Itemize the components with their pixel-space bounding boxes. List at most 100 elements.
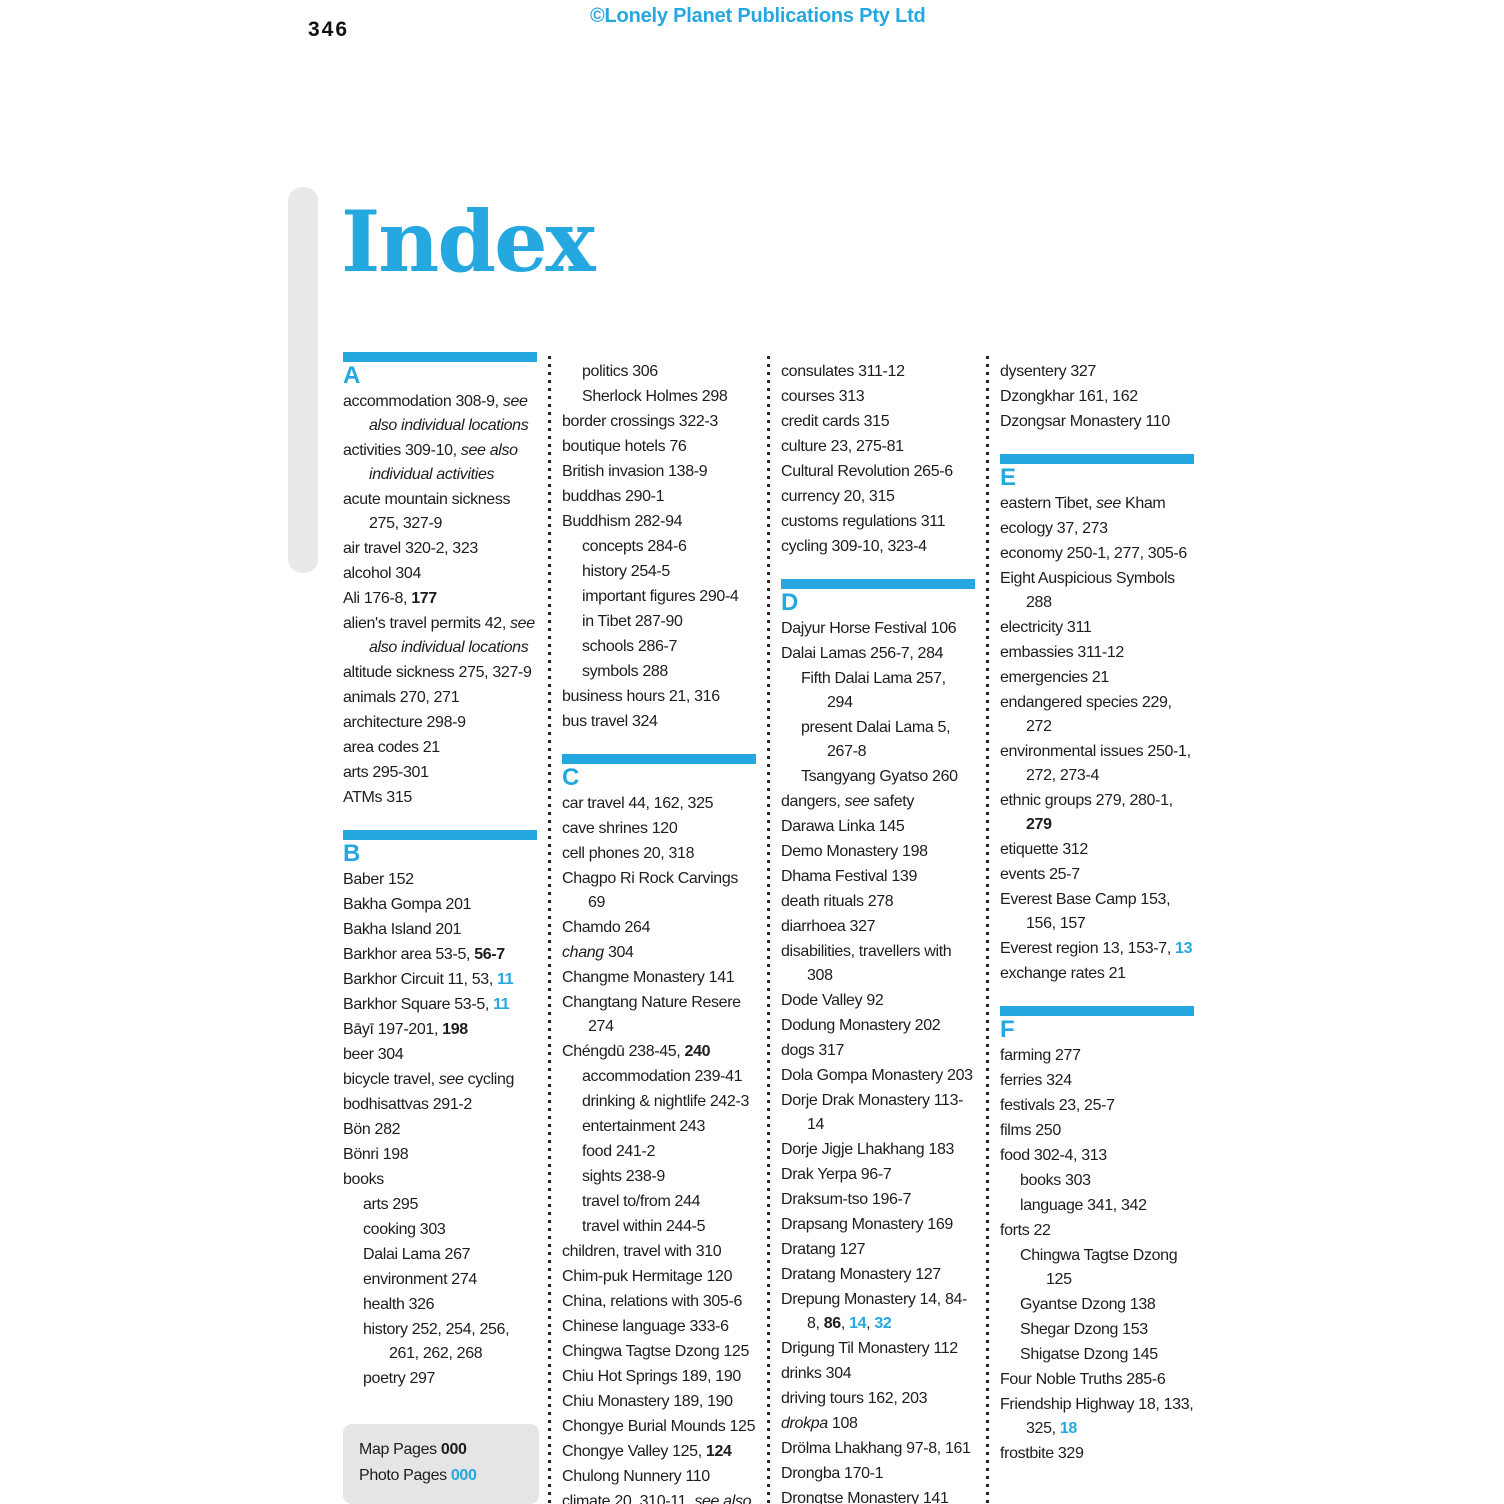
entry-text-segment: Dajyur Horse Festival 106: [781, 620, 957, 637]
page-number: 346: [308, 18, 350, 41]
entry-text-segment: Eight Auspicious Symbols 288: [1000, 570, 1175, 611]
entry-text-segment: Dratang Monastery 127: [781, 1266, 941, 1283]
index-subentry: important figures 290-4: [562, 585, 756, 609]
index-subentry: Sherlock Holmes 298: [562, 385, 756, 409]
index-entry: Changtang Nature Resere 274: [562, 991, 756, 1039]
entry-text-segment: food 302-4, 313: [1000, 1147, 1107, 1164]
entry-text-segment: entertainment 243: [582, 1118, 706, 1135]
index-column-2: politics 306 Sherlock Holmes 298 border cr…: [562, 352, 756, 1504]
entry-text-segment: Bāyī 197-201,: [343, 1021, 443, 1038]
entry-text-segment: Chingwa Tagtse Dzong 125: [562, 1343, 749, 1360]
index-subentry: history 252, 254, 256, 261, 262, 268: [343, 1318, 537, 1366]
entry-text-segment: etiquette 312: [1000, 841, 1088, 858]
index-entry: customs regulations 311: [781, 510, 975, 534]
entry-text-segment: Dalai Lama 267: [363, 1246, 471, 1263]
index-entry: Dratang Monastery 127: [781, 1263, 975, 1287]
entry-text-segment: Changme Monastery 141: [562, 969, 735, 986]
index-subentry: schools 286-7: [562, 635, 756, 659]
entry-text-segment: Tsangyang Gyatso 260: [801, 768, 958, 785]
column-divider: [986, 356, 989, 1504]
index-entry: children, travel with 310: [562, 1240, 756, 1264]
entry-text-segment: present Dalai Lama 5, 267-8: [801, 719, 951, 760]
entry-text-segment: Dode Valley 92: [781, 992, 884, 1009]
entry-text-segment: activities 309-10,: [343, 442, 461, 459]
entry-text-segment: Chéngdū 238-45,: [562, 1043, 685, 1060]
entry-text-segment: Everest region 13, 153-7,: [1000, 940, 1176, 957]
index-subentry: Shigatse Dzong 145: [1000, 1343, 1194, 1367]
entry-text-segment: dangers,: [781, 793, 845, 810]
chapter-thumb-tab: [288, 187, 318, 573]
index-entry: drinks 304: [781, 1362, 975, 1386]
index-entry: Dzongkhar 161, 162: [1000, 385, 1194, 409]
entry-text-segment: China, relations with 305-6: [562, 1293, 742, 1310]
index-entry: exchange rates 21: [1000, 962, 1194, 986]
index-subentry: sights 238-9: [562, 1165, 756, 1189]
index-entry: Eight Auspicious Symbols 288: [1000, 567, 1194, 615]
map-pages-row: Map Pages 000: [359, 1437, 539, 1463]
index-subentry: Gyantse Dzong 138: [1000, 1293, 1194, 1317]
index-entry: festivals 23, 25-7: [1000, 1094, 1194, 1118]
entry-text-segment: Dzongkhar 161, 162: [1000, 388, 1138, 405]
index-entry: driving tours 162, 203: [781, 1387, 975, 1411]
column-divider: [767, 356, 770, 1504]
index-entry: endangered species 229, 272: [1000, 691, 1194, 739]
index-subentry: politics 306: [562, 360, 756, 384]
index-entry: Chulong Nunnery 110: [562, 1465, 756, 1489]
index-subentry: symbols 288: [562, 660, 756, 684]
entry-text-segment: cycling: [463, 1071, 515, 1088]
entry-text-segment: concepts 284-6: [582, 538, 687, 555]
index-entry: Dratang 127: [781, 1238, 975, 1262]
entry-text-segment: Ali 176-8,: [343, 590, 412, 607]
index-entry: dogs 317: [781, 1039, 975, 1063]
index-entry: Bakha Gompa 201: [343, 893, 537, 917]
entry-text-segment: eastern Tibet,: [1000, 495, 1097, 512]
entry-text-segment: food 241-2: [582, 1143, 656, 1160]
index-entry: China, relations with 305-6: [562, 1290, 756, 1314]
entry-text-segment: books: [343, 1171, 384, 1188]
index-entry: Dode Valley 92: [781, 989, 975, 1013]
index-entry: death rituals 278: [781, 890, 975, 914]
index-entry: frostbite 329: [1000, 1442, 1194, 1466]
entry-text-segment: Dola Gompa Monastery 203: [781, 1067, 973, 1084]
entry-text-segment: currency 20, 315: [781, 488, 895, 505]
entry-text-segment: British invasion 138-9: [562, 463, 708, 480]
entry-text-segment: Dhama Festival 139: [781, 868, 917, 885]
index-entry: ATMs 315: [343, 786, 537, 810]
entry-text-segment: Drölma Lhakhang 97-8, 161: [781, 1440, 971, 1457]
entry-text-segment: Cultural Revolution 265-6: [781, 463, 953, 480]
index-subentry: Tsangyang Gyatso 260: [781, 765, 975, 789]
index-column-3: consulates 311-12 courses 313 credit cards…: [781, 352, 975, 1504]
entry-text-segment: drinking & nightlife 242-3: [582, 1093, 750, 1110]
index-entry: forts 22: [1000, 1219, 1194, 1243]
entry-text-segment: credit cards 315: [781, 413, 890, 430]
index-entry: Bönri 198: [343, 1143, 537, 1167]
index-entry: food 302-4, 313: [1000, 1144, 1194, 1168]
entry-text-segment: 11: [493, 996, 510, 1013]
section-letter-c: C: [562, 764, 579, 791]
index-subentry: drinking & nightlife 242-3: [562, 1090, 756, 1114]
entry-text-segment: sights 238-9: [582, 1168, 665, 1185]
entry-text-segment: Dorje Drak Monastery 113-14: [781, 1092, 964, 1133]
index-entry: Drapsang Monastery 169: [781, 1213, 975, 1237]
entry-text-segment: Barkhor area 53-5,: [343, 946, 475, 963]
entry-text-segment: festivals 23, 25-7: [1000, 1097, 1115, 1114]
index-entry: Cultural Revolution 265-6: [781, 460, 975, 484]
index-entry: Baber 152: [343, 868, 537, 892]
entry-text-segment: politics 306: [582, 363, 658, 380]
entry-text-segment: children, travel with 310: [562, 1243, 722, 1260]
index-subentry: health 326: [343, 1293, 537, 1317]
entry-text-segment: Barkhor Square 53-5,: [343, 996, 494, 1013]
entry-text-segment: beer 304: [343, 1046, 404, 1063]
entry-text-segment: arts 295-301: [343, 764, 429, 781]
index-entry: disabilities, travellers with 308: [781, 940, 975, 988]
index-entry: Everest region 13, 153-7, 13: [1000, 937, 1194, 961]
index-entry: bodhisattvas 291-2: [343, 1093, 537, 1117]
entry-text-segment: Bakha Island 201: [343, 921, 462, 938]
entry-text-segment: see: [438, 1071, 464, 1088]
index-subentry: present Dalai Lama 5, 267-8: [781, 716, 975, 764]
index-entry: Dzongsar Monastery 110: [1000, 410, 1194, 434]
index-entry: Changme Monastery 141: [562, 966, 756, 990]
entry-text-segment: Baber 152: [343, 871, 414, 888]
entry-text-segment: important figures 290-4: [582, 588, 739, 605]
entry-text-segment: ferries 324: [1000, 1072, 1072, 1089]
